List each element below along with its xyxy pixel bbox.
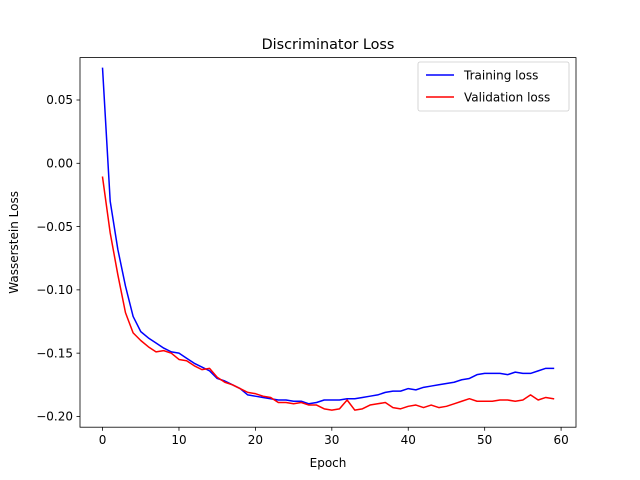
axes-frame (79, 57, 577, 428)
legend-label-training: Training loss (463, 69, 538, 83)
y-tick-label: 0.00 (46, 156, 73, 170)
x-tick-label: 0 (99, 433, 107, 447)
series-line-training (101, 67, 555, 405)
x-tick-label: 30 (324, 433, 339, 447)
y-tick-label: 0.05 (46, 93, 73, 107)
y-tick-label: −0.10 (36, 283, 73, 297)
plot-area (79, 57, 577, 428)
x-tick-label: 40 (401, 433, 416, 447)
y-tick-label: −0.15 (36, 346, 73, 360)
y-axis-ticks: 0.05 0.00 −0.05 −0.10 −0.15 −0.20 (36, 93, 80, 424)
x-tick-label: 20 (248, 433, 263, 447)
x-tick-label: 60 (553, 433, 568, 447)
legend-label-validation: Validation loss (464, 91, 550, 105)
chart-title: Discriminator Loss (262, 37, 395, 53)
y-tick-label: −0.05 (36, 220, 73, 234)
legend-box (417, 61, 570, 112)
x-axis-label: Epoch (310, 456, 347, 470)
series-layer (101, 67, 555, 411)
y-axis-label: Wasserstein Loss (7, 191, 21, 294)
legend: Training loss Validation loss (417, 61, 570, 112)
y-tick-label: −0.20 (36, 410, 73, 424)
x-axis-ticks: 0 10 20 30 40 50 60 (99, 427, 569, 447)
x-tick-label: 50 (477, 433, 492, 447)
series-line-validation (101, 176, 555, 411)
x-tick-label: 10 (171, 433, 186, 447)
